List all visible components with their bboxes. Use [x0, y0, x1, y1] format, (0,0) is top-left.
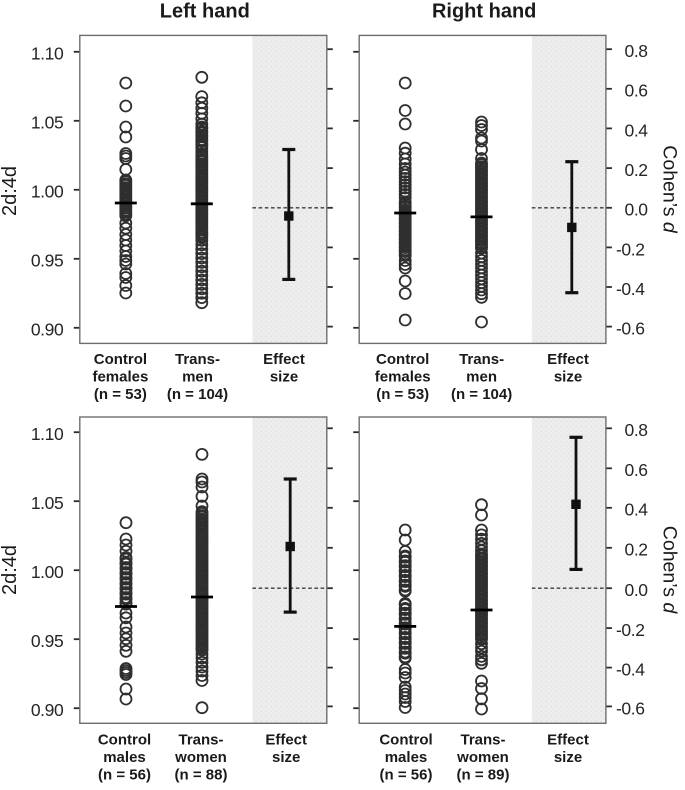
svg-text:0.90: 0.90	[31, 700, 64, 720]
svg-text:0.90: 0.90	[31, 320, 64, 340]
svg-text:women: women	[456, 749, 509, 766]
svg-text:Control: Control	[379, 732, 432, 749]
svg-text:Trans-: Trans-	[178, 732, 223, 749]
svg-text:-0.2: -0.2	[616, 239, 645, 259]
svg-text:Left hand: Left hand	[160, 0, 250, 22]
svg-text:Effect: Effect	[265, 732, 307, 749]
svg-text:Control: Control	[376, 351, 429, 368]
svg-text:(n = 56): (n = 56)	[380, 767, 433, 784]
svg-text:1.10: 1.10	[31, 44, 64, 64]
svg-text:Control: Control	[98, 732, 151, 749]
svg-text:(n = 88): (n = 88)	[175, 767, 228, 784]
svg-text:(n = 56): (n = 56)	[98, 767, 151, 784]
svg-text:size: size	[270, 369, 298, 386]
svg-text:2d:4d: 2d:4d	[0, 166, 21, 216]
svg-text:Cohen’s d: Cohen’s d	[659, 526, 681, 615]
svg-text:1.10: 1.10	[31, 424, 64, 444]
svg-text:0.0: 0.0	[625, 200, 649, 220]
svg-text:Trans-: Trans-	[460, 732, 505, 749]
svg-text:0.95: 0.95	[31, 631, 63, 651]
svg-text:size: size	[554, 749, 582, 766]
svg-text:2d:4d: 2d:4d	[0, 545, 21, 595]
svg-text:0.4: 0.4	[625, 500, 649, 520]
svg-text:size: size	[272, 749, 300, 766]
svg-text:0.6: 0.6	[625, 81, 648, 101]
svg-text:(n = 53): (n = 53)	[376, 386, 429, 403]
svg-text:0.95: 0.95	[31, 251, 63, 271]
svg-text:females: females	[375, 369, 431, 386]
svg-text:men: men	[466, 369, 497, 386]
svg-text:men: men	[182, 369, 213, 386]
svg-text:0.8: 0.8	[625, 420, 648, 440]
svg-text:0.2: 0.2	[625, 160, 648, 180]
svg-text:-0.4: -0.4	[616, 279, 645, 299]
svg-text:Trans-: Trans-	[175, 351, 220, 368]
svg-text:males: males	[385, 749, 428, 766]
svg-text:0.4: 0.4	[625, 120, 649, 140]
svg-text:0.0: 0.0	[625, 580, 649, 600]
svg-text:-0.6: -0.6	[616, 319, 645, 339]
svg-text:Control: Control	[94, 351, 147, 368]
svg-text:(n = 104): (n = 104)	[167, 386, 228, 403]
svg-text:(n = 104): (n = 104)	[451, 386, 512, 403]
svg-text:Effect: Effect	[547, 732, 589, 749]
svg-text:women: women	[174, 749, 227, 766]
svg-text:size: size	[554, 369, 582, 386]
svg-text:0.2: 0.2	[625, 540, 648, 560]
svg-text:Effect: Effect	[263, 351, 305, 368]
svg-text:females: females	[92, 369, 148, 386]
svg-text:Cohen’s d: Cohen’s d	[659, 145, 681, 234]
svg-text:-0.2: -0.2	[616, 620, 645, 640]
svg-text:(n = 53): (n = 53)	[94, 386, 147, 403]
svg-text:-0.6: -0.6	[616, 698, 645, 718]
svg-text:Right hand: Right hand	[432, 0, 536, 22]
svg-text:1.00: 1.00	[31, 182, 64, 202]
svg-text:1.05: 1.05	[31, 113, 63, 133]
svg-text:(n = 89): (n = 89)	[457, 767, 510, 784]
svg-text:0.6: 0.6	[625, 460, 648, 480]
svg-text:-0.4: -0.4	[616, 660, 645, 680]
svg-text:1.00: 1.00	[31, 562, 64, 582]
svg-text:1.05: 1.05	[31, 493, 63, 513]
svg-text:Trans-: Trans-	[459, 351, 504, 368]
svg-text:Effect: Effect	[547, 351, 589, 368]
svg-text:males: males	[103, 749, 146, 766]
svg-text:0.8: 0.8	[625, 41, 648, 61]
